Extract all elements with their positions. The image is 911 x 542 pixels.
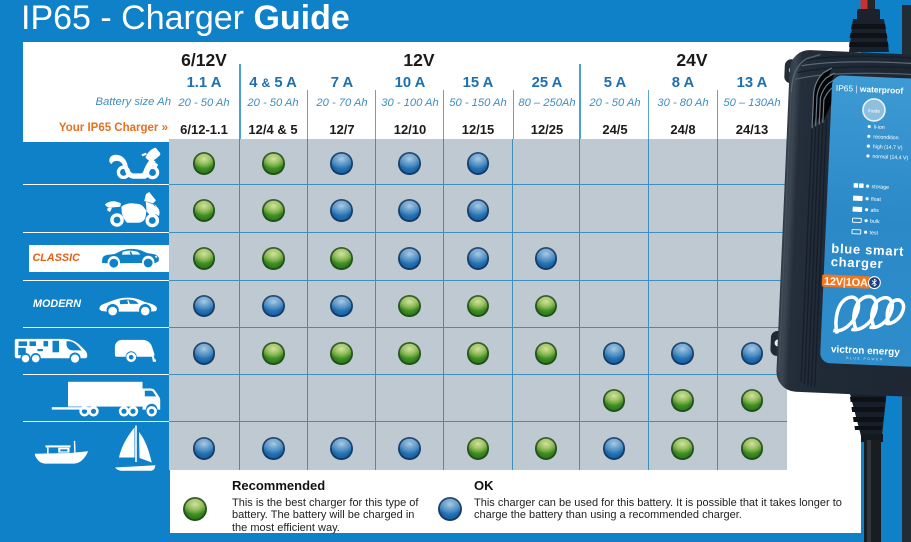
svg-text:li-ion: li-ion <box>874 125 885 131</box>
svg-text:blue smart: blue smart <box>831 241 904 259</box>
svg-text:normal (14,4 V): normal (14,4 V) <box>872 154 908 162</box>
svg-text:12V|1OA: 12V|1OA <box>824 276 869 290</box>
svg-text:test: test <box>869 230 878 236</box>
svg-text:charger: charger <box>830 254 883 271</box>
svg-text:abs: abs <box>870 208 879 214</box>
svg-text:mode: mode <box>868 108 881 115</box>
svg-text:BLUE POWER: BLUE POWER <box>846 356 884 362</box>
svg-text:high (14,7 V): high (14,7 V) <box>873 144 903 151</box>
svg-text:float: float <box>871 197 882 203</box>
svg-text:storage: storage <box>871 184 889 191</box>
svg-text:victron energy: victron energy <box>831 344 901 358</box>
svg-text:IP65 | waterproof: IP65 | waterproof <box>836 83 904 96</box>
svg-text:bulk: bulk <box>870 219 880 225</box>
svg-text:recondition: recondition <box>873 134 899 141</box>
